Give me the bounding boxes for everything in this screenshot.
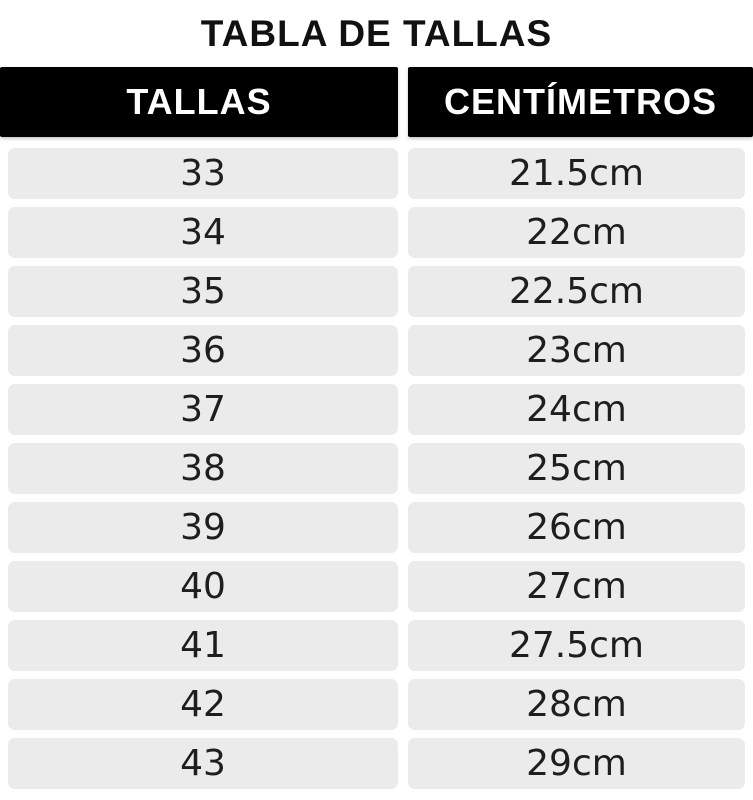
cm-cell: 27.5cm (408, 620, 745, 671)
table-row: 37 24cm (0, 384, 753, 435)
table-row: 33 21.5cm (0, 148, 753, 199)
size-cell: 35 (8, 266, 398, 317)
cm-cell: 22cm (408, 207, 745, 258)
size-cell: 37 (8, 384, 398, 435)
cm-cell: 24cm (408, 384, 745, 435)
table-row: 35 22.5cm (0, 266, 753, 317)
size-cell: 38 (8, 443, 398, 494)
table-row: 34 22cm (0, 207, 753, 258)
cm-cell: 22.5cm (408, 266, 745, 317)
table-row: 40 27cm (0, 561, 753, 612)
size-table-body: 33 21.5cm 34 22cm 35 22.5cm 36 23cm 37 2… (0, 148, 753, 789)
size-cell: 40 (8, 561, 398, 612)
table-row: 43 29cm (0, 738, 753, 789)
size-cell: 41 (8, 620, 398, 671)
size-cell: 36 (8, 325, 398, 376)
header-sizes: TALLAS (0, 67, 398, 137)
size-cell: 33 (8, 148, 398, 199)
table-row: 39 26cm (0, 502, 753, 553)
cm-cell: 28cm (408, 679, 745, 730)
size-cell: 42 (8, 679, 398, 730)
page-title: TABLA DE TALLAS (200, 13, 553, 54)
table-row: 41 27.5cm (0, 620, 753, 671)
size-cell: 34 (8, 207, 398, 258)
size-cell: 43 (8, 738, 398, 789)
cm-cell: 25cm (408, 443, 745, 494)
cm-cell: 23cm (408, 325, 745, 376)
cm-cell: 26cm (408, 502, 745, 553)
table-row: 36 23cm (0, 325, 753, 376)
table-row: 38 25cm (0, 443, 753, 494)
cm-cell: 27cm (408, 561, 745, 612)
cm-cell: 21.5cm (408, 148, 745, 199)
header-centimeters: CENTÍMETROS (408, 67, 753, 137)
cm-cell: 29cm (408, 738, 745, 789)
table-row: 42 28cm (0, 679, 753, 730)
size-cell: 39 (8, 502, 398, 553)
table-header-row: TALLAS CENTÍMETROS (0, 67, 753, 137)
